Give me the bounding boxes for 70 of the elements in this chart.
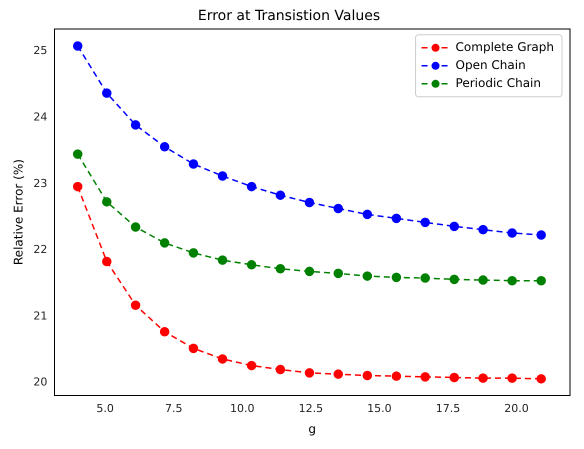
- y-tick-label: 21: [33, 309, 48, 322]
- x-axis-title: g: [308, 422, 316, 436]
- point: [362, 370, 372, 380]
- point: [420, 218, 430, 228]
- point: [450, 222, 460, 232]
- point: [334, 268, 344, 278]
- point: [188, 344, 198, 354]
- point: [392, 214, 402, 224]
- point: [160, 238, 170, 248]
- point: [536, 374, 546, 384]
- point: [130, 120, 140, 130]
- point: [130, 300, 140, 310]
- point: [246, 182, 256, 192]
- point: [362, 210, 372, 220]
- legend-label: Periodic Chain: [456, 76, 541, 90]
- point: [72, 149, 82, 159]
- point: [507, 276, 517, 286]
- y-tick-label: 25: [33, 44, 48, 58]
- point: [188, 159, 198, 169]
- point: [102, 88, 112, 98]
- point: [246, 260, 256, 270]
- point: [478, 373, 488, 383]
- point: [536, 230, 546, 240]
- point: [450, 372, 460, 382]
- point: [478, 275, 488, 285]
- chart-title: Error at Transistion Values: [198, 8, 380, 24]
- point: [72, 182, 82, 192]
- point: [392, 272, 402, 282]
- point: [420, 273, 430, 283]
- point: [304, 266, 314, 276]
- x-tick-label: 10.0: [230, 402, 255, 415]
- point: [507, 373, 517, 383]
- point: [188, 248, 198, 258]
- point: [420, 372, 430, 382]
- legend-label: Open Chain: [456, 58, 526, 72]
- point: [507, 228, 517, 238]
- point: [304, 368, 314, 378]
- point: [362, 271, 372, 281]
- point: [334, 369, 344, 379]
- point: [102, 256, 112, 266]
- x-tick-label: 5.0: [96, 402, 114, 415]
- x-tick-label: 15.0: [367, 402, 392, 415]
- point: [218, 255, 228, 265]
- y-tick-label: 20: [33, 376, 48, 389]
- point: [334, 204, 344, 214]
- point: [276, 364, 286, 374]
- point: [160, 327, 170, 337]
- point: [130, 222, 140, 232]
- x-tick-label: 20.0: [504, 402, 529, 415]
- point: [304, 198, 314, 208]
- legend-label: Complete Graph: [456, 40, 554, 54]
- point: [246, 360, 256, 370]
- y-axis-title: Relative Error (%): [11, 159, 26, 266]
- point: [276, 190, 286, 200]
- point: [72, 41, 82, 51]
- x-tick-label: 7.5: [164, 402, 182, 415]
- point: [392, 371, 402, 381]
- point: [218, 354, 228, 364]
- point: [276, 264, 286, 274]
- y-tick-label: 24: [33, 110, 48, 124]
- x-tick-label: 17.5: [436, 402, 460, 415]
- x-tick-label: 12.5: [298, 402, 324, 415]
- point: [102, 197, 112, 207]
- point: [450, 274, 460, 284]
- point: [160, 142, 170, 152]
- point: [536, 276, 546, 286]
- point: [478, 224, 488, 234]
- point: [218, 171, 228, 181]
- y-tick-label: 23: [33, 176, 48, 190]
- y-tick-label: 22: [33, 243, 48, 256]
